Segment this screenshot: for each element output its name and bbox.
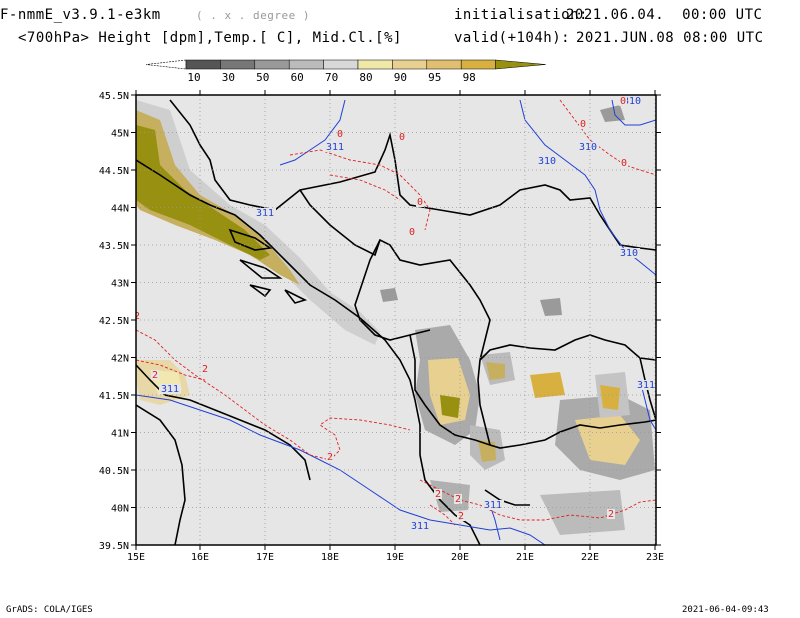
height-label-bg	[621, 96, 643, 106]
height-contour-label: 311	[326, 142, 344, 153]
colorbar-tick-label: 50	[256, 71, 269, 84]
temp-label-bg	[416, 197, 424, 207]
height-contour-label: 311	[256, 208, 274, 219]
temp-label-bg	[336, 129, 344, 139]
temp-label-bg	[398, 132, 406, 142]
height-label-bg	[409, 521, 431, 531]
temperature-contour-label: 2	[608, 509, 614, 520]
height-contour-label: 310	[579, 142, 597, 153]
latitude-label: 41.5N	[99, 391, 129, 402]
temp-label-bg	[620, 158, 628, 168]
latitude-label: 45.5N	[99, 91, 129, 102]
temperature-contour-label: 2	[327, 452, 333, 463]
temp-label-bg	[607, 509, 615, 519]
latitude-label: 43N	[111, 279, 129, 290]
latitude-label: 44.5N	[99, 166, 129, 177]
colorbar-tick-label: 10	[187, 71, 200, 84]
height-contour-label: 310	[538, 156, 556, 167]
latitude-label: 41N	[111, 429, 129, 440]
temp-label-bg	[151, 370, 159, 380]
height-contour-label: 310	[623, 96, 641, 107]
longitude-label: 22E	[581, 552, 599, 563]
height-label-bg	[577, 142, 599, 152]
temperature-contour-label: 0	[409, 227, 415, 238]
height-label-bg	[635, 380, 656, 390]
temp-label-bg	[326, 452, 334, 462]
latitude-label: 42.5N	[99, 316, 129, 327]
init-value: 2021.06.04. 00:00 UTC	[566, 7, 763, 23]
height-label-bg	[618, 248, 640, 258]
colorbar-tick-label: 98	[463, 71, 476, 84]
latitude-label: 39.5N	[99, 541, 129, 552]
temperature-contour-label: 2	[458, 511, 464, 522]
longitude-label: 20E	[451, 552, 469, 563]
temp-label-bg	[454, 494, 462, 504]
valid-label: valid(+104h):	[454, 30, 571, 46]
latitude-label: 45N	[111, 129, 129, 140]
temp-label-bg	[457, 511, 465, 521]
latitude-label: 40.5N	[99, 466, 129, 477]
temp-label-bg	[136, 311, 141, 321]
temperature-contour-label: 0	[337, 129, 343, 140]
temperature-contour-label: 0	[417, 197, 423, 208]
height-contour-label: 311	[161, 384, 179, 395]
temperature-contour-label: 2	[455, 494, 461, 505]
longitude-label: 19E	[386, 552, 404, 563]
temp-label-bg	[619, 96, 627, 106]
longitude-label: 23E	[646, 552, 664, 563]
temperature-contour-label: 2	[134, 311, 140, 322]
colorbar-right-arrow	[495, 59, 546, 70]
latitude-label: 43.5N	[99, 241, 129, 252]
temp-label-bg	[408, 227, 416, 237]
colorbar-tick-label: 60	[291, 71, 304, 84]
latitude-label: 44N	[111, 204, 129, 215]
model-title: F-nmmE_v3.9.1-e3km	[0, 7, 161, 23]
valid-value: 2021.JUN.08 08:00 UTC	[576, 30, 764, 46]
country-borders	[169, 99, 656, 506]
footer-credit: GrADS: COLA/IGES	[6, 605, 93, 615]
colorbar-tick-label: 90	[394, 71, 407, 84]
height-contour-label: 310	[620, 248, 638, 259]
footer-timestamp: 2021-06-04-09:43	[682, 605, 769, 615]
height-contour-label: 311	[411, 521, 429, 532]
latitude-label: 40N	[111, 504, 129, 515]
colorbar-tick-label: 30	[222, 71, 235, 84]
temperature-contour-label: 0	[620, 96, 626, 107]
temp-label-bg	[201, 364, 209, 374]
longitude-label: 18E	[321, 552, 339, 563]
height-label-bg	[482, 500, 504, 510]
latitude-label: 42N	[111, 354, 129, 365]
longitude-label: 21E	[516, 552, 534, 563]
colorbar-tick-label: 95	[428, 71, 441, 84]
height-label-bg	[254, 208, 276, 218]
temperature-contour-label: 0	[399, 132, 405, 143]
longitude-label: 16E	[191, 552, 209, 563]
temperature-contour-label: 2	[202, 364, 208, 375]
longitude-label: 15E	[127, 552, 145, 563]
temp-label-bg	[434, 489, 442, 499]
temperature-contour-label: 2	[152, 370, 158, 381]
init-label: initialisation:	[454, 7, 588, 23]
height-label-bg	[536, 156, 558, 166]
degree-note: ( . x . degree )	[196, 9, 310, 22]
height-label-bg	[159, 384, 181, 394]
colorbar-tick-label: 80	[359, 71, 372, 84]
level-variables: <700hPa> Height [dpm],Temp.[ C], Mid.Cl.…	[18, 30, 402, 46]
temperature-contour-label: 0	[621, 158, 627, 169]
temperature-contour-label: 0	[580, 119, 586, 130]
temp-label-bg	[579, 119, 587, 129]
height-contour-label: 311	[637, 380, 655, 391]
height-label-bg	[324, 142, 346, 152]
longitude-label: 17E	[256, 552, 274, 563]
height-contour-label: 311	[484, 500, 502, 511]
colorbar-tick-label: 70	[325, 71, 338, 84]
temperature-contour-label: 2	[435, 489, 441, 500]
colorbar: 10 30 50 60 70 80 90 95 98	[145, 59, 546, 84]
